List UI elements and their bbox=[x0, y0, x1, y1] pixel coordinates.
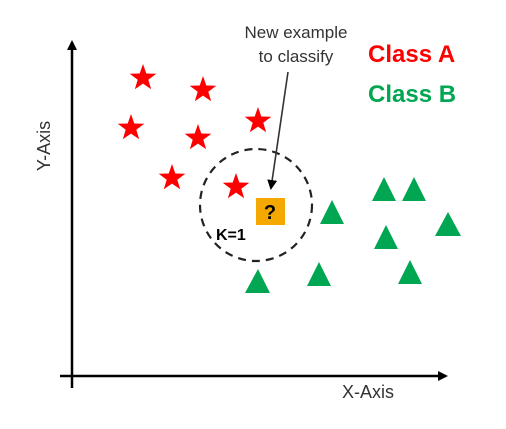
class-a-star bbox=[184, 124, 212, 150]
legend-class-b: Class B bbox=[368, 81, 456, 108]
class-b-triangle bbox=[402, 177, 426, 201]
class-a-star bbox=[189, 76, 217, 102]
class-b-triangle bbox=[372, 177, 396, 201]
x-axis-label: X-Axis bbox=[342, 382, 394, 402]
class-b-triangle bbox=[398, 260, 422, 284]
class-a-star bbox=[244, 107, 272, 133]
class-b-triangle bbox=[374, 225, 398, 249]
legend-class-a: Class A bbox=[368, 41, 455, 68]
query-point-box bbox=[256, 198, 285, 225]
class-b-triangle bbox=[245, 269, 270, 293]
annotation-line-2: to classify bbox=[259, 47, 334, 66]
k-label: K=1 bbox=[216, 227, 246, 244]
class-b-triangle bbox=[307, 262, 331, 286]
class-a-star bbox=[158, 164, 186, 190]
class-b-triangle bbox=[320, 200, 344, 224]
class-a-star bbox=[129, 64, 157, 90]
y-axis-label: Y-Axis bbox=[34, 121, 54, 171]
class-b-triangle bbox=[435, 212, 461, 236]
k-neighborhood-circle bbox=[198, 147, 314, 263]
class-a-star bbox=[222, 173, 250, 199]
class-a-star bbox=[117, 114, 145, 140]
annotation-line-1: New example bbox=[245, 23, 348, 42]
class-a-points bbox=[117, 64, 272, 199]
annotation-arrow bbox=[267, 71, 289, 190]
class-b-points bbox=[245, 177, 461, 293]
query-point-symbol: ? bbox=[264, 202, 276, 224]
